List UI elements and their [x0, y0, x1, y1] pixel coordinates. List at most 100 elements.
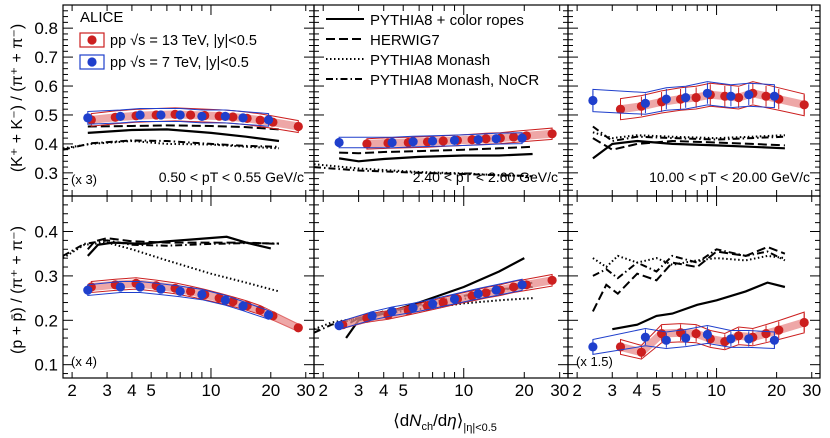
model-line-nocr — [62, 239, 280, 257]
data-point-7tev — [588, 342, 598, 352]
model-line-nocr — [592, 248, 786, 280]
data-point-7tev — [769, 91, 780, 101]
legend-label-13TeV: pp √s = 13 TeV, |y|<0.5 — [110, 33, 257, 49]
x-tick-label: 3 — [608, 381, 617, 400]
syst-band-7tev — [338, 132, 523, 149]
model-line-nocr — [62, 139, 280, 151]
data-point-13tev — [547, 275, 557, 285]
x-tick-label: 20 — [261, 381, 280, 400]
y-tick-label: 0.4 — [34, 223, 58, 242]
data-point-7tev — [264, 310, 274, 320]
data-point-7tev — [156, 284, 166, 294]
x-tick-label: 2 — [67, 381, 76, 400]
x-tick-label: 2 — [572, 381, 581, 400]
data-point-7tev — [156, 110, 166, 120]
model-line-ropes — [612, 281, 786, 331]
data-point-7tev — [115, 111, 125, 121]
data-point-13tev — [799, 100, 809, 110]
data-point-7tev — [238, 301, 248, 311]
panel-scale-label: (x 4) — [71, 354, 97, 369]
data-point-7tev — [83, 285, 93, 295]
y-axis-label-kaon: (K⁺ + K⁻) / (π⁺ + π⁻) — [9, 24, 26, 172]
data-point-7tev — [491, 285, 501, 295]
model-line-ropes — [592, 139, 785, 160]
panel-pt-label: 2.40 < pT < 2.60 GeV/c — [413, 169, 558, 185]
data-point-13tev — [691, 93, 701, 103]
legend-experiment-title: ALICE — [80, 9, 123, 26]
x-tick-label: 5 — [398, 381, 407, 400]
data-point-7tev — [473, 289, 483, 299]
data-point-13tev — [774, 325, 784, 335]
model-line-ropes — [86, 235, 272, 257]
legend-label-nocr: PYTHIA8 Monash, NoCR — [370, 72, 539, 89]
panel-pt-label: 10.00 < pT < 20.00 GeV/c — [649, 169, 810, 185]
data-point-13tev — [761, 91, 771, 101]
data-point-13tev — [734, 331, 744, 341]
legend-swatch-7TeV — [79, 54, 105, 70]
model-line-nocr — [313, 166, 533, 177]
data-point-13tev — [293, 121, 303, 132]
data-point-7tev — [175, 110, 185, 120]
data-point-7tev — [115, 282, 125, 292]
data-point-13tev — [255, 305, 265, 315]
legend: ALICE pp √s = 13 TeV, |y|<0.5 pp √s = 7 Te… — [79, 9, 539, 89]
data-point-13tev — [636, 347, 647, 357]
data-point-13tev — [481, 134, 491, 144]
syst-band-13tev — [620, 81, 805, 121]
data-point-7tev — [197, 289, 207, 300]
x-tick-label: 3 — [102, 381, 111, 400]
x-tick-label: 5 — [146, 381, 155, 400]
panel-0-0: 0.3 0.4 0.5 0.6 0.7 0.8 0.50 < pT < 0.55 GeV/c… — [34, 4, 315, 197]
data-point-7tev — [744, 90, 754, 100]
panel-pt-label: 0.50 < pT < 0.55 GeV/c — [159, 169, 304, 185]
model-line-nocr — [592, 125, 785, 143]
panel-1-2: 2 3 4 5 10 20 30 (x 1.5) — [567, 195, 821, 400]
data-point-13tev — [362, 139, 372, 149]
data-point-7tev — [640, 332, 651, 342]
y-tick-label: 0.1 — [34, 356, 58, 375]
data-point-13tev — [615, 104, 626, 114]
x-tick-label: 4 — [632, 381, 641, 400]
data-point-7tev — [334, 321, 344, 331]
data-point-13tev — [255, 115, 265, 125]
syst-band-13tev — [620, 311, 805, 360]
panel-1-1: 2 3 4 5 10 20 30 — [313, 195, 569, 400]
x-tick-label: 3 — [354, 381, 363, 400]
x-tick-label: 5 — [652, 381, 661, 400]
panel-frame — [313, 4, 569, 197]
y-tick-label: 0.4 — [34, 135, 58, 154]
data-point-7tev — [428, 136, 438, 146]
syst-band-7tev — [87, 108, 270, 127]
data-point-7tev — [702, 329, 713, 340]
x-tick-label: 10 — [707, 381, 726, 400]
y-tick-label: 0.6 — [34, 77, 58, 96]
data-point-7tev — [681, 93, 691, 103]
panel-frame — [567, 195, 821, 379]
model-line-herwig — [592, 245, 786, 312]
data-point-13tev — [508, 132, 519, 142]
data-point-13tev — [186, 286, 196, 296]
data-point-7tev — [449, 135, 460, 145]
model-line-herwig — [87, 124, 280, 131]
model-line-herwig — [87, 237, 280, 250]
model-line-monash — [62, 241, 280, 293]
panel-1-0: 0.1 0.2 0.3 0.4 2 3 4 5 10 20 30 (x 4) — [34, 195, 315, 400]
panel-scale-label: (x 3) — [71, 172, 97, 187]
data-point-7tev — [175, 286, 185, 296]
data-point-13tev — [508, 282, 519, 292]
y-tick-label: 0.3 — [34, 164, 58, 183]
x-tick-label: 4 — [127, 381, 136, 400]
data-point-13tev — [547, 129, 557, 139]
x-tick-label: 30 — [802, 381, 821, 400]
model-line-ropes — [87, 128, 280, 143]
legend-label-ropes: PYTHIA8 + color ropes — [370, 12, 524, 29]
model-line-herwig — [592, 137, 785, 151]
data-point-7tev — [517, 280, 527, 290]
panel-scale-label: (x 1.5) — [576, 354, 613, 369]
data-point-7tev — [83, 113, 93, 123]
y-tick-label: 0.3 — [34, 267, 58, 286]
data-point-13tev — [228, 112, 238, 122]
y-tick-label: 0.5 — [34, 106, 58, 125]
data-point-7tev — [702, 88, 713, 98]
